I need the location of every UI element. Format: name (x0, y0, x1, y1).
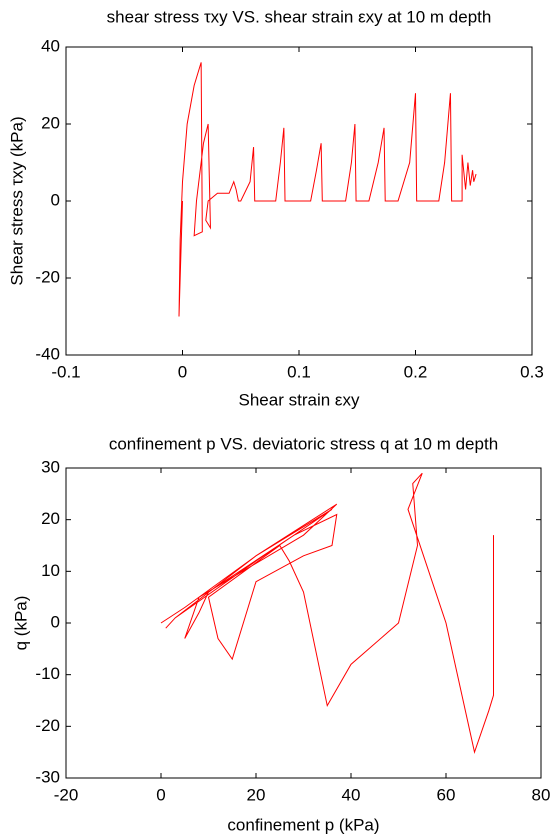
y-tick-label: -20 (35, 267, 60, 286)
x-tick-label: -0.1 (51, 362, 80, 381)
y-axis-label: q (kPa) (11, 596, 30, 651)
y-tick-label: -10 (35, 664, 60, 683)
y-tick-label: -40 (35, 344, 60, 363)
y-tick-label: -20 (35, 716, 60, 735)
x-axis-label: confinement p (kPa) (227, 815, 379, 834)
y-tick-label: 0 (51, 190, 60, 209)
y-tick-label: 20 (41, 113, 60, 132)
x-tick-label: 0 (178, 362, 187, 381)
chart-title: shear stress τxy VS. shear strain εxy at… (107, 7, 492, 26)
y-tick-label: 20 (41, 509, 60, 528)
x-axis-label: Shear strain εxy (239, 390, 360, 409)
y-axis-label: Shear stress τxy (kPa) (7, 116, 26, 285)
x-tick-label: -20 (54, 785, 79, 804)
y-tick-label: 10 (41, 561, 60, 580)
y-tick-label: 0 (51, 612, 60, 631)
x-tick-label: 0 (156, 785, 165, 804)
x-tick-label: 0.2 (404, 362, 428, 381)
x-tick-label: 60 (437, 785, 456, 804)
data-line (160, 472, 494, 755)
y-tick-label: -30 (35, 767, 60, 786)
data-line (178, 62, 477, 317)
chart-title: confinement p VS. deviatoric stress q at… (109, 434, 498, 453)
x-tick-label: 20 (247, 785, 266, 804)
x-tick-label: 0.1 (287, 362, 311, 381)
x-tick-label: 0.3 (520, 362, 544, 381)
x-tick-label: 80 (532, 785, 551, 804)
y-tick-label: 40 (41, 36, 60, 55)
x-tick-label: 40 (342, 785, 361, 804)
y-tick-label: 30 (41, 457, 60, 476)
